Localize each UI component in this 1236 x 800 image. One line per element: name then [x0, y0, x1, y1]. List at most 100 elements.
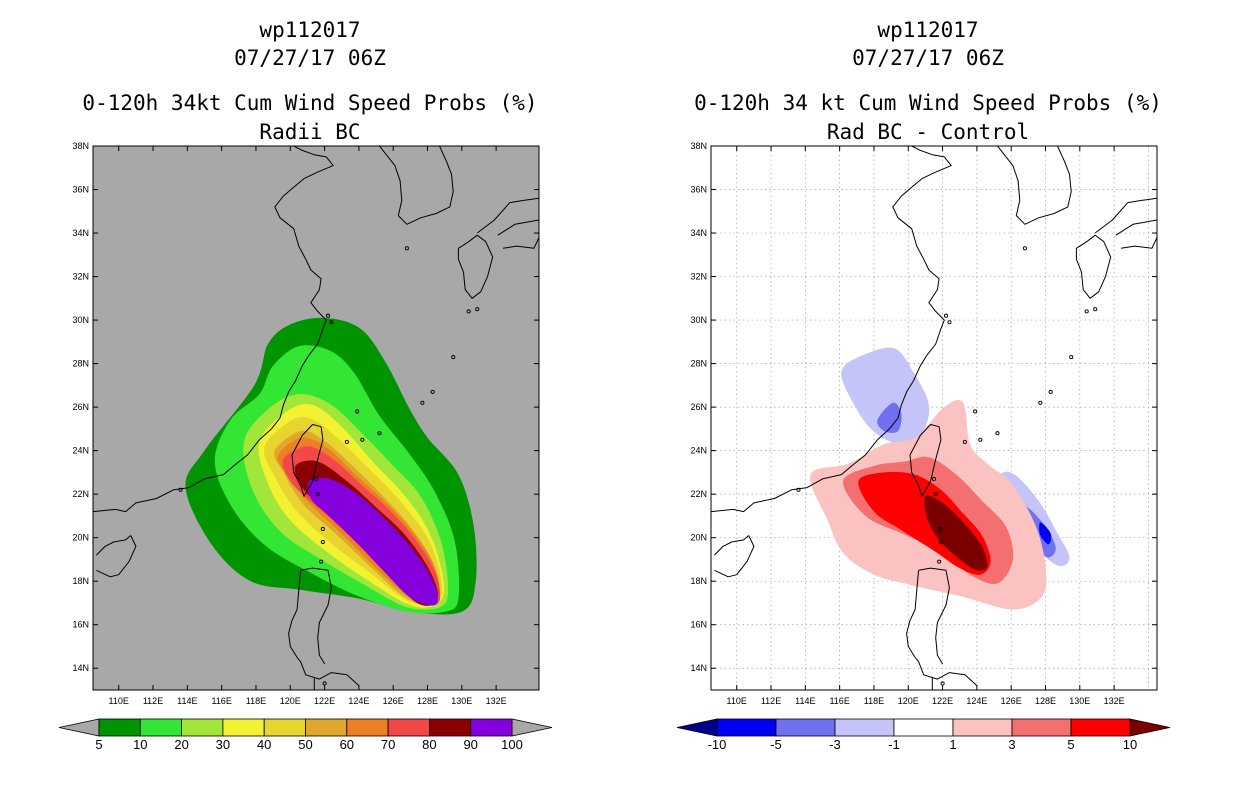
left-colorbar-low-arrow [58, 718, 100, 737]
left-y-tick-label: 36N [72, 185, 89, 195]
left-colorbar-label: 50 [298, 737, 312, 752]
right-island [1069, 355, 1074, 360]
left-plot-area [93, 146, 539, 690]
left-colorbar-swatch [181, 718, 224, 737]
right-colorbar-label: 5 [1067, 737, 1074, 752]
left-island [404, 246, 409, 251]
left-plot-frame [92, 145, 540, 691]
right-y-tick-label: 20N [690, 533, 707, 543]
left-colorbar-label: 20 [174, 737, 188, 752]
right-colorbar-label: 1 [949, 737, 956, 752]
left-island [313, 476, 319, 481]
left-island [325, 313, 331, 318]
left-colorbar-label: 80 [422, 737, 436, 752]
left-island [320, 526, 325, 532]
right-colorbar-swatch [775, 718, 836, 737]
left-y-tick-label: 30N [72, 315, 89, 325]
right-y-tick-label: 16N [690, 620, 707, 630]
right-colorbar-label: 3 [1008, 737, 1015, 752]
right-plot-frame [710, 145, 1158, 691]
right-island [995, 431, 1000, 436]
right-x-tick-label: 114E [795, 696, 815, 706]
right-y-tick-label: 14N [690, 663, 707, 673]
left-colorbar-label: 60 [340, 737, 354, 752]
left-coastline [93, 146, 334, 513]
left-product-title: 0-120h 34kt Cum Wind Speed Probs (%) [82, 91, 538, 115]
left-coastline [379, 146, 454, 225]
right-contour--5 [1039, 522, 1052, 545]
left-x-tick-label: 118E [246, 696, 266, 706]
right-coastline [906, 570, 978, 686]
right-storm-id: wp112017 [877, 18, 979, 42]
left-coastline [288, 570, 360, 686]
right-coastline [1115, 219, 1157, 236]
left-x-tick-label: 124E [348, 696, 369, 706]
right-x-tick-label: 112E [761, 696, 781, 706]
right-island [938, 539, 943, 545]
left-colorbar-swatch [139, 718, 183, 737]
right-coastline [1120, 237, 1157, 249]
left-x-tick-label: 112E [143, 696, 163, 706]
right-island [931, 476, 937, 481]
left-island [420, 400, 425, 405]
left-coastline [96, 535, 132, 556]
right-y-tick-label: 18N [690, 576, 707, 586]
left-island [319, 559, 324, 564]
left-colorbar-high-arrow [511, 718, 553, 737]
right-datetime: 07/27/17 06Z [852, 46, 1004, 70]
left-coastline [497, 219, 539, 236]
right-x-tick-label: 130E [1069, 696, 1090, 706]
left-colorbar-swatch [305, 718, 348, 737]
left-colorbar-swatch [263, 718, 306, 737]
left-y-tick-label: 16N [72, 620, 89, 630]
right-island [938, 526, 943, 532]
right-x-tick-label: 124E [966, 696, 987, 706]
right-x-tick-label: 116E [829, 696, 849, 706]
left-x-tick-label: 126E [383, 696, 404, 706]
right-island [1022, 246, 1027, 251]
right-colorbar-swatch [952, 718, 1013, 737]
right-colorbar-swatch [893, 718, 954, 737]
right-coastline [918, 567, 950, 665]
right-island [947, 320, 952, 325]
right-island [1084, 309, 1089, 314]
right-y-tick-label: 28N [690, 359, 707, 369]
left-colorbar-swatch [98, 718, 141, 737]
left-island [475, 307, 480, 312]
left-colorbar-swatch [346, 718, 389, 737]
right-colorbar-label: -5 [770, 737, 782, 752]
left-island [178, 487, 183, 492]
left-y-tick-label: 14N [72, 663, 89, 673]
left-x-tick-label: 128E [417, 696, 438, 706]
right-x-tick-label: 132E [1104, 696, 1125, 706]
left-coastline [291, 424, 324, 497]
left-y-tick-label: 28N [72, 359, 89, 369]
right-island [1093, 307, 1098, 312]
left-island [320, 539, 325, 545]
right-contour--3 [877, 402, 902, 433]
right-island [796, 487, 801, 492]
left-storm-id: wp112017 [259, 18, 361, 42]
left-colorbar-label: 90 [463, 737, 477, 752]
left-x-tick-label: 114E [177, 696, 197, 706]
left-colorbar-swatch [387, 718, 430, 737]
right-island [973, 409, 978, 414]
left-contour-90 [307, 477, 438, 606]
right-x-tick-label: 118E [864, 696, 884, 706]
left-colorbar-label: 5 [95, 737, 102, 752]
left-coastline [457, 234, 494, 299]
right-x-tick-label: 126E [1001, 696, 1022, 706]
right-y-tick-label: 38N [690, 141, 707, 151]
left-colorbar-swatch [470, 718, 513, 737]
left-island [360, 437, 365, 442]
right-coastline [711, 146, 952, 513]
right-plot-area [711, 146, 1157, 690]
right-colorbar-low-arrow [676, 718, 718, 737]
right-x-tick-label: 120E [898, 696, 919, 706]
left-datetime: 07/27/17 06Z [234, 46, 386, 70]
right-colorbar-swatch [1070, 718, 1131, 737]
left-island [466, 309, 471, 314]
right-coastline [714, 535, 755, 578]
right-x-tick-label: 122E [932, 696, 953, 706]
left-island [430, 389, 435, 394]
